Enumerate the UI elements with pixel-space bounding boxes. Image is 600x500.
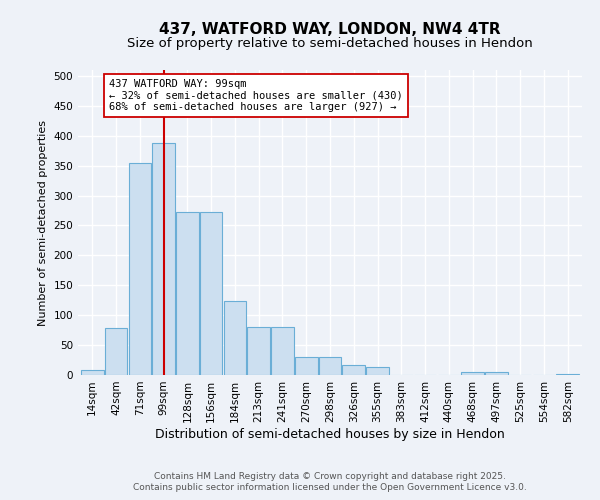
Bar <box>152 143 175 375</box>
Text: Size of property relative to semi-detached houses in Hendon: Size of property relative to semi-detach… <box>127 38 533 51</box>
Bar <box>343 365 365 375</box>
Bar <box>556 374 579 375</box>
Text: Contains HM Land Registry data © Crown copyright and database right 2025.: Contains HM Land Registry data © Crown c… <box>154 472 506 481</box>
Text: 437, WATFORD WAY, LONDON, NW4 4TR: 437, WATFORD WAY, LONDON, NW4 4TR <box>159 22 501 38</box>
Bar <box>176 212 199 375</box>
Bar <box>319 357 341 375</box>
X-axis label: Distribution of semi-detached houses by size in Hendon: Distribution of semi-detached houses by … <box>155 428 505 440</box>
Bar <box>200 212 223 375</box>
Bar <box>128 162 151 375</box>
Bar <box>81 370 104 375</box>
Bar <box>247 327 270 375</box>
Bar <box>295 357 317 375</box>
Bar <box>105 328 127 375</box>
Bar <box>366 367 389 375</box>
Text: 437 WATFORD WAY: 99sqm
← 32% of semi-detached houses are smaller (430)
68% of se: 437 WATFORD WAY: 99sqm ← 32% of semi-det… <box>109 79 403 112</box>
Text: Contains public sector information licensed under the Open Government Licence v3: Contains public sector information licen… <box>133 484 527 492</box>
Bar <box>485 372 508 375</box>
Bar <box>461 372 484 375</box>
Y-axis label: Number of semi-detached properties: Number of semi-detached properties <box>38 120 48 326</box>
Bar <box>271 327 294 375</box>
Bar <box>224 301 246 375</box>
